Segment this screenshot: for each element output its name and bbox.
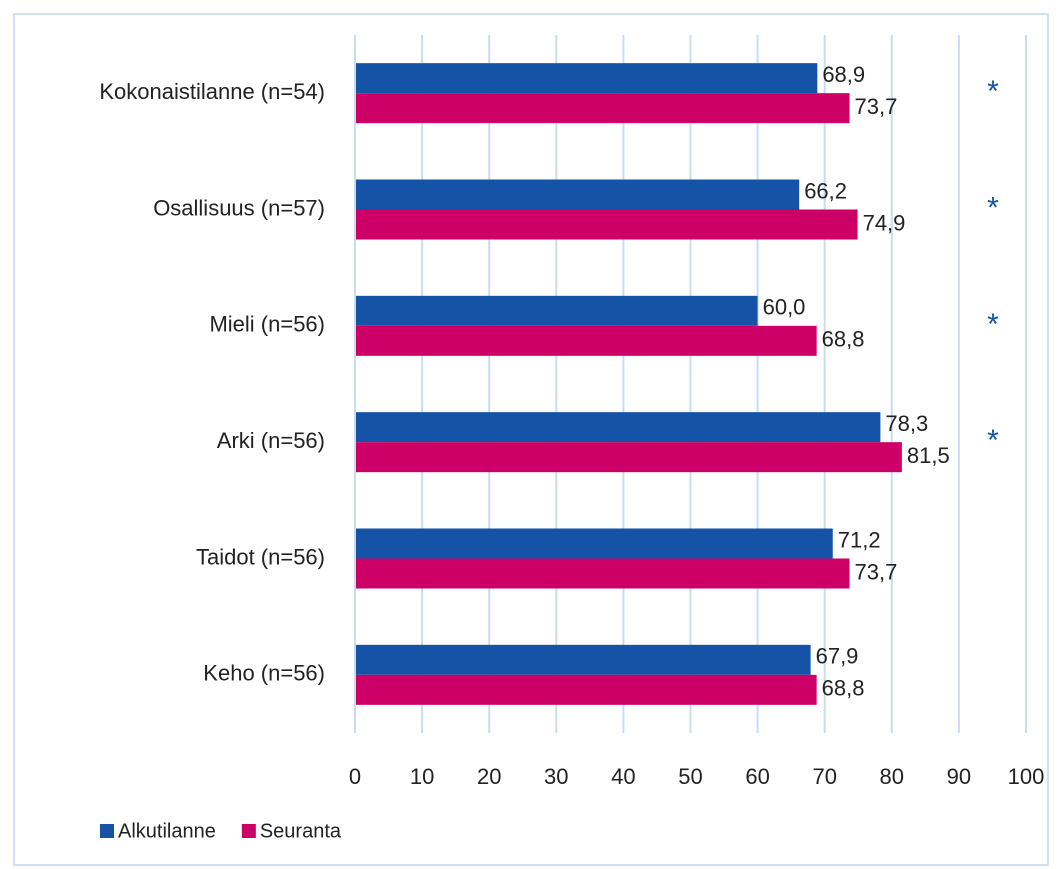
value-label: 73,7	[855, 94, 898, 119]
value-label: 81,5	[907, 443, 950, 468]
x-tick-label: 30	[544, 764, 568, 789]
legend-swatch	[241, 824, 256, 838]
bar	[355, 558, 850, 589]
value-label: 68,9	[822, 62, 865, 87]
x-tick-label: 0	[349, 764, 361, 789]
x-tick-label: 70	[812, 764, 836, 789]
y-tick-label: Taidot (n=56)	[196, 544, 325, 569]
value-label: 66,2	[804, 178, 847, 203]
y-tick-label: Kokonaistilanne (n=54)	[99, 79, 325, 104]
bar	[355, 93, 850, 124]
legend-swatch	[100, 824, 114, 838]
x-tick-label: 100	[1008, 764, 1045, 789]
x-tick-label: 50	[678, 764, 702, 789]
x-tick-label: 90	[947, 764, 971, 789]
legend-label: Seuranta	[260, 820, 342, 842]
y-tick-label: Osallisuus (n=57)	[153, 195, 325, 220]
bar	[355, 442, 902, 473]
significance-mark: *	[987, 424, 999, 457]
bar	[355, 209, 858, 240]
y-tick-label: Keho (n=56)	[203, 661, 325, 686]
bar	[355, 412, 881, 443]
value-label: 74,9	[863, 210, 906, 235]
bar	[355, 325, 817, 356]
bar	[355, 674, 817, 705]
value-label: 60,0	[763, 295, 806, 320]
value-label: 71,2	[838, 527, 881, 552]
value-label: 68,8	[822, 327, 865, 352]
y-tick-label: Mieli (n=56)	[209, 312, 325, 337]
bar	[355, 179, 800, 210]
bar	[355, 644, 811, 675]
y-tick-label: Arki (n=56)	[217, 428, 325, 453]
bar	[355, 528, 833, 559]
significance-mark: *	[987, 191, 999, 224]
significance-mark: *	[987, 308, 999, 341]
value-label: 67,9	[816, 644, 859, 669]
x-tick-label: 80	[880, 764, 904, 789]
x-tick-label: 40	[611, 764, 635, 789]
value-label: 68,8	[822, 676, 865, 701]
x-tick-label: 20	[477, 764, 501, 789]
value-label: 73,7	[855, 559, 898, 584]
bar	[355, 63, 818, 94]
bar	[355, 295, 758, 326]
value-label: 78,3	[885, 411, 928, 436]
legend-label: Alkutilanne	[118, 820, 216, 842]
significance-mark: *	[987, 75, 999, 108]
x-tick-label: 10	[410, 764, 434, 789]
x-tick-label: 60	[745, 764, 769, 789]
